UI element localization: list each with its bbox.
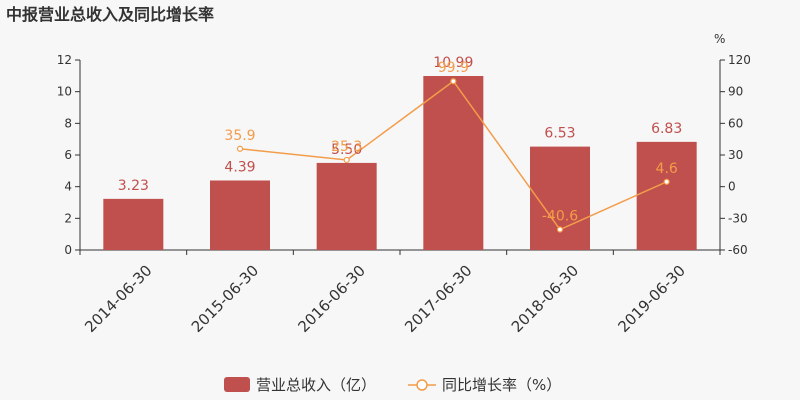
- right-axis-tick-label: 90: [728, 85, 743, 99]
- legend-bar-swatch: [224, 377, 250, 392]
- legend-line-label: 同比增长率（%）: [442, 376, 561, 394]
- x-axis-tick-label: 2018-06-30: [508, 262, 582, 336]
- right-axis-tick-label: 30: [728, 148, 743, 162]
- revenue-bar: [103, 198, 164, 250]
- left-axis-tick-label: 2: [64, 211, 72, 225]
- x-axis-tick-label: 2015-06-30: [188, 262, 262, 336]
- left-axis-tick-label: 8: [64, 116, 72, 130]
- legend-bar-label: 营业总收入（亿）: [256, 376, 376, 394]
- left-axis-tick-label: 10: [57, 85, 72, 99]
- data-labels: 3.23 4.39 5.50 10.99 6.53 6.83 35.9 25.3 99.9 -40…: [118, 55, 683, 225]
- revenue-bar-label: 4.39: [224, 159, 255, 175]
- right-axis-unit: %: [714, 32, 725, 46]
- revenue-bar-label: 10.99: [433, 55, 473, 71]
- chart-title: 中报营业总收入及同比增长率: [6, 5, 214, 24]
- legend-line-marker: [416, 379, 428, 391]
- growth-point-label: 99.9: [438, 60, 469, 76]
- x-axis-tick-label: 2019-06-30: [615, 262, 689, 336]
- revenue-bar: [423, 75, 484, 250]
- revenue-bar-label: 5.50: [331, 142, 362, 158]
- revenue-bar-label: 6.53: [544, 126, 575, 142]
- growth-point: [236, 145, 244, 152]
- legend[interactable]: 营业总收入（亿） 同比增长率（%）: [224, 376, 561, 394]
- growth-point-label: 4.6: [656, 161, 678, 177]
- growth-point: [343, 156, 350, 164]
- x-axis-tick-label: 2014-06-30: [81, 262, 155, 336]
- revenue-bar: [210, 180, 270, 250]
- growth-point-label: -40.6: [542, 209, 578, 225]
- right-axis-tick-label: -60: [728, 243, 748, 257]
- growth-point-label: 35.9: [224, 128, 255, 144]
- left-axis-tick-label: 0: [64, 243, 72, 257]
- left-axis-tick-label: 4: [64, 180, 72, 194]
- revenue-bar: [636, 141, 697, 250]
- growth-line: [236, 78, 670, 233]
- bars: [103, 75, 697, 250]
- left-axis-tick-label: 6: [64, 148, 72, 162]
- growth-point: [556, 226, 564, 233]
- right-axis-tick-label: -30: [728, 211, 748, 225]
- revenue-bar: [316, 162, 377, 250]
- right-axis-tick-label: 60: [728, 116, 743, 130]
- growth-point: [663, 178, 670, 185]
- right-axis-tick-label: 0: [728, 180, 736, 194]
- growth-point: [450, 78, 457, 85]
- growth-point-label: 25.3: [331, 139, 362, 155]
- revenue-bar-label: 3.23: [118, 178, 149, 194]
- revenue-bar: [530, 146, 590, 250]
- x-axis-tick-label: 2016-06-30: [295, 262, 369, 336]
- x-axis-tick-label: 2017-06-30: [401, 262, 475, 336]
- left-axis-tick-label: 12: [57, 53, 72, 67]
- right-axis-tick-label: 120: [728, 53, 751, 67]
- revenue-bar-label: 6.83: [651, 121, 682, 137]
